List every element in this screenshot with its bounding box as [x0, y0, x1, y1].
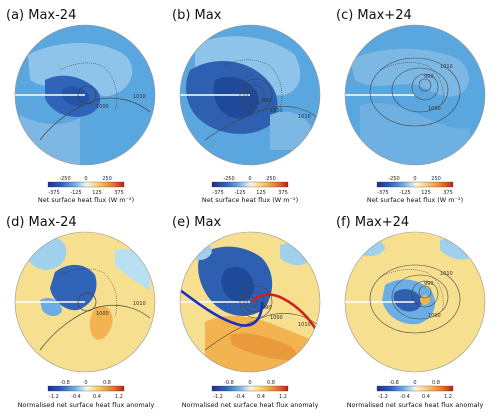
svg-text:-125: -125: [399, 190, 410, 196]
panel-b-contour-1010: 1010: [298, 114, 311, 120]
panel-a-label: (a) Max-24: [6, 8, 76, 23]
panel-a: 1000 1010 (a) Max-24: [6, 8, 156, 166]
svg-text:1.2: 1.2: [444, 394, 452, 400]
colorbar-anomaly-d-title: Normalised net surface heat flux anomaly: [18, 401, 155, 409]
panel-f-contour-990: 990: [424, 281, 434, 287]
svg-text:-250: -250: [388, 176, 399, 182]
panel-c-contour-990: 990: [424, 74, 434, 80]
panel-a-contour-1010: 1010: [133, 94, 146, 100]
svg-text:-1.2: -1.2: [49, 394, 59, 400]
svg-text:125: 125: [421, 190, 431, 196]
panel-d: 1000 1010 (d) Max-24: [6, 215, 156, 373]
svg-text:-1.2: -1.2: [378, 394, 388, 400]
colorbar-anomaly-f-title: Normalised net surface heat flux anomaly: [347, 401, 484, 409]
panel-e: 990 1000 1010 (e) Max: [172, 215, 321, 373]
panel-f-contour-1010: 1010: [440, 271, 453, 277]
svg-text:375: 375: [443, 190, 453, 196]
panel-e-warm-front: [250, 293, 320, 341]
svg-text:-0.8: -0.8: [224, 380, 234, 386]
panel-d-contour-1010: 1010: [133, 301, 146, 307]
panel-b-contour-990: 990: [262, 98, 272, 104]
panel-c-label: (c) Max+24: [336, 8, 412, 23]
svg-text:-375: -375: [212, 190, 223, 196]
colorbar-anomaly-e-title: Normalised net surface heat flux anomaly: [182, 401, 319, 409]
panel-e-cold-front: [180, 288, 264, 327]
svg-text:375: 375: [278, 190, 288, 196]
colorbar-flux-a: -250 0 250 -375 -125 125 375 Net surface…: [38, 176, 134, 204]
svg-text:1.2: 1.2: [115, 394, 123, 400]
panel-b: 990 1000 1010 (b) Max: [172, 8, 321, 166]
svg-text:0.4: 0.4: [257, 394, 265, 400]
panel-b-label: (b) Max: [172, 8, 222, 23]
svg-text:125: 125: [256, 190, 266, 196]
svg-text:0.8: 0.8: [267, 380, 275, 386]
svg-text:-250: -250: [223, 176, 234, 182]
panel-e-contour-1010: 1010: [298, 322, 311, 328]
svg-text:0: 0: [84, 380, 87, 386]
panel-a-isobar: [39, 97, 151, 141]
panel-d-flux-core: [50, 264, 97, 311]
colorbar-flux-b: -250 0 250 -375 -125 125 375 Net surface…: [202, 176, 298, 204]
panel-f: 990 1000 1010 (f) Max+24: [336, 215, 486, 373]
colorbar-flux-b-title: Net surface heat flux (W m⁻²): [202, 196, 298, 204]
panel-d-label: (d) Max-24: [6, 215, 77, 230]
svg-text:-125: -125: [70, 190, 81, 196]
panel-e-label: (e) Max: [172, 215, 221, 230]
svg-text:0: 0: [248, 380, 251, 386]
svg-text:-250: -250: [59, 176, 70, 182]
svg-text:-1.2: -1.2: [213, 394, 223, 400]
svg-text:250: 250: [266, 176, 276, 182]
panel-f-contour-1000: 1000: [428, 313, 441, 319]
svg-text:0.8: 0.8: [432, 380, 440, 386]
svg-text:125: 125: [92, 190, 102, 196]
colorbar-flux-a-title: Net surface heat flux (W m⁻²): [38, 196, 134, 204]
colorbar-flux-c: -250 0 250 -375 -125 125 375 Net surface…: [367, 176, 463, 204]
svg-text:-0.4: -0.4: [235, 394, 245, 400]
colorbar-anomaly-d: -0.8 0 0.8 -1.2 -0.4 0.4 1.2 Normalised …: [18, 380, 155, 409]
svg-text:0: 0: [413, 176, 416, 182]
svg-text:-125: -125: [234, 190, 245, 196]
panel-d-contour-1000: 1000: [96, 311, 109, 317]
panel-e-contour-1000: 1000: [270, 315, 283, 321]
svg-text:0: 0: [413, 380, 416, 386]
svg-text:0.8: 0.8: [103, 380, 111, 386]
svg-text:0: 0: [84, 176, 87, 182]
svg-text:1.2: 1.2: [279, 394, 287, 400]
svg-text:0: 0: [248, 176, 251, 182]
colorbar-anomaly-f: -0.8 0 0.8 -1.2 -0.4 0.4 1.2 Normalised …: [347, 380, 484, 409]
panel-f-label: (f) Max+24: [336, 215, 409, 230]
svg-text:-0.8: -0.8: [389, 380, 399, 386]
svg-text:250: 250: [431, 176, 441, 182]
colorbar-flux-c-title: Net surface heat flux (W m⁻²): [367, 196, 463, 204]
svg-text:-0.4: -0.4: [71, 394, 81, 400]
svg-text:-375: -375: [48, 190, 59, 196]
svg-text:250: 250: [102, 176, 112, 182]
svg-text:-375: -375: [377, 190, 388, 196]
svg-text:-0.4: -0.4: [400, 394, 410, 400]
svg-text:-0.8: -0.8: [60, 380, 70, 386]
svg-text:375: 375: [114, 190, 124, 196]
panel-c-contour-1010: 1010: [440, 64, 453, 70]
panel-c-contour-1000: 1000: [428, 106, 441, 112]
panel-e-contour-990: 990: [262, 305, 272, 311]
panel-c: 990 1000 1010 (c) Max+24: [336, 8, 486, 166]
panel-b-contour-1000: 1000: [270, 108, 283, 114]
panel-c-landmass: [350, 48, 470, 97]
panel-a-contour-1000: 1000: [96, 104, 109, 110]
colorbar-anomaly-e: -0.8 0 0.8 -1.2 -0.4 0.4 1.2 Normalised …: [182, 380, 319, 409]
svg-text:0.4: 0.4: [93, 394, 101, 400]
svg-text:0.4: 0.4: [422, 394, 430, 400]
